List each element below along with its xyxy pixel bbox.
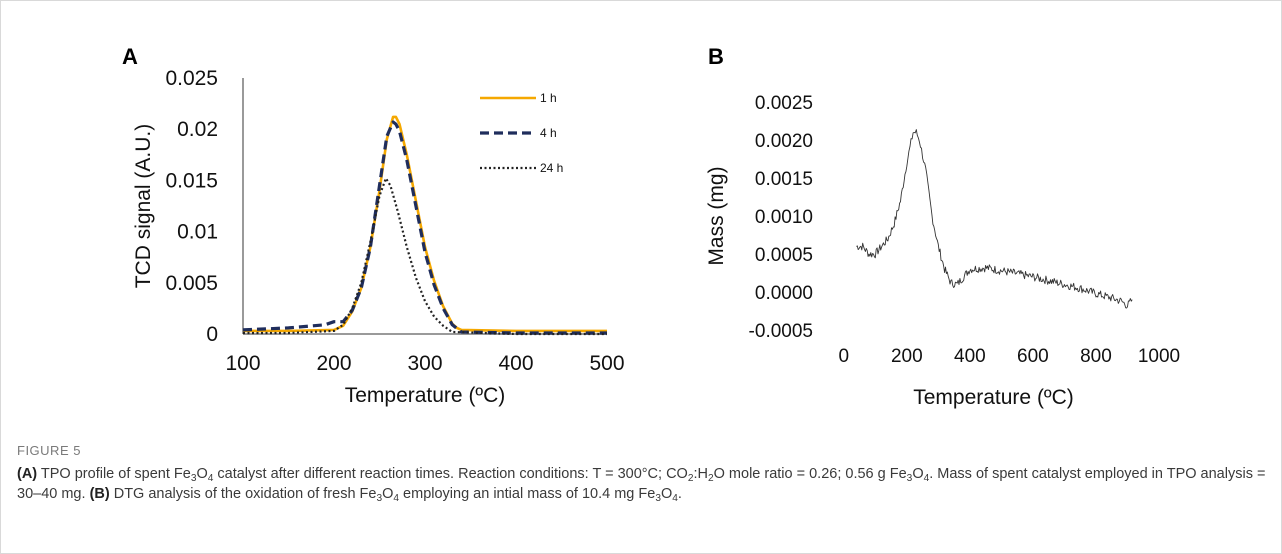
y-tick-label-a: 0 [206, 323, 218, 346]
figure-area: A 0 0.005 0.01 0.015 0.02 0.025 100 200 300 400 500… [122, 44, 1180, 409]
panel-letter-a: A [122, 44, 138, 69]
caption-part-b: DTG analysis of the oxidation of fresh F… [109, 486, 682, 504]
y-tick-label-b: 0.0000 [755, 283, 813, 304]
x-axis-label-b: Temperature (ºC) [913, 386, 1074, 409]
figure-label: FIGURE 5 [17, 443, 81, 458]
x-tick-label-a: 500 [589, 352, 624, 375]
x-tick-label-b: 0 [838, 346, 849, 367]
chart-b: B -0.0005 0.0000 0.0005 0.0010 0.0015 0.0020 0.… [705, 44, 1180, 409]
y-tick-label-b: 0.0025 [755, 93, 813, 114]
y-axis-label-b: Mass (mg) [705, 166, 728, 265]
legend-label-a-2: 4 h [540, 126, 557, 140]
y-tick-label-a: 0.01 [177, 221, 218, 244]
caption-text: (A) TPO profile of spent Fe3O4 catalyst … [17, 464, 1267, 504]
y-tick-label-a: 0.005 [165, 272, 218, 295]
y-tick-label-b: 0.0020 [755, 131, 813, 152]
x-tick-label-b: 400 [954, 346, 986, 367]
x-tick-label-a: 100 [225, 352, 260, 375]
x-tick-label-b: 600 [1017, 346, 1049, 367]
caption-tag-a: (A) [17, 466, 38, 482]
figure-caption: FIGURE 5 (A) TPO profile of spent Fe3O4 … [17, 443, 1267, 504]
y-tick-label-a: 0.015 [165, 169, 218, 192]
series-line-b-1 [856, 129, 1133, 309]
series-line-a-2 [242, 120, 607, 335]
x-tick-label-b: 800 [1080, 346, 1112, 367]
x-tick-label-a: 400 [498, 352, 533, 375]
y-axis-label-a: TCD signal (A.U.) [132, 124, 155, 289]
panel-letter-b: B [708, 44, 724, 69]
series-line-a-1 [243, 115, 607, 333]
y-tick-label-b: 0.0005 [755, 245, 813, 266]
legend-label-a-1: 1 h [540, 91, 557, 105]
x-tick-label-a: 200 [316, 352, 351, 375]
series-line-a-3 [243, 177, 607, 336]
y-tick-label-a: 0.02 [177, 118, 218, 141]
legend-label-a-3: 24 h [540, 161, 563, 175]
y-tick-label-b: -0.0005 [749, 321, 813, 342]
caption-tag-b: (B) [89, 486, 110, 502]
caption-part-a: TPO profile of spent Fe3O4 catalyst afte… [17, 466, 1266, 502]
chart-a: A 0 0.005 0.01 0.015 0.02 0.025 100 200 300 400 500… [122, 44, 625, 407]
y-tick-label-b: 0.0010 [755, 207, 813, 228]
x-tick-label-b: 200 [891, 346, 923, 367]
y-tick-label-b: 0.0015 [755, 169, 813, 190]
y-tick-label-a: 0.025 [165, 67, 218, 90]
x-tick-label-b: 1000 [1138, 346, 1180, 367]
x-tick-label-a: 300 [407, 352, 442, 375]
x-axis-label-a: Temperature (ºC) [345, 384, 506, 407]
